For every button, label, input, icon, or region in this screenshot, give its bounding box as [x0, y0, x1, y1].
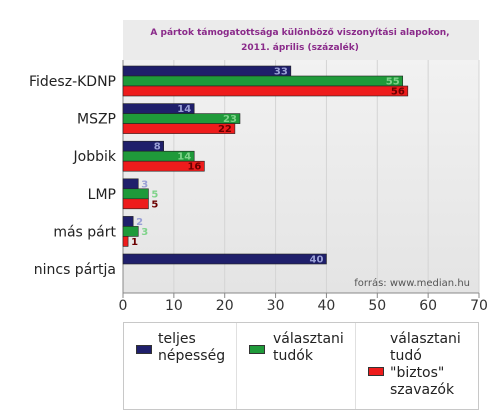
- x-tick-labels: 0 10 20 30 40 50 60 70: [119, 298, 488, 314]
- bar-value-label: 40: [310, 255, 324, 266]
- bar-value-label: 1: [131, 237, 138, 248]
- legend-swatch: [368, 367, 384, 376]
- bar-value-label: 3: [141, 227, 148, 238]
- bar-value-label: 3: [141, 179, 148, 190]
- bar-value-label: 16: [187, 162, 201, 173]
- bar: [122, 85, 409, 97]
- bar: [122, 75, 404, 87]
- legend-label: teljes népesség: [158, 331, 226, 364]
- category-label: Jobbik: [73, 149, 117, 165]
- category-labels: Fidesz-KDNP MSZP Jobbik LMP más párt nincs pá…: [29, 74, 117, 278]
- bar-value-label: 55: [386, 77, 400, 88]
- chart-title-line-2: 2011. április (százalék): [241, 42, 359, 53]
- bar-value-label: 5: [151, 199, 158, 210]
- bar: [122, 178, 139, 190]
- x-tick-label: 30: [267, 298, 285, 314]
- bar-value-label: 33: [274, 67, 288, 78]
- x-tick-label: 0: [119, 298, 128, 314]
- x-tick-label: 40: [318, 298, 336, 314]
- bar-value-label: 5: [151, 189, 158, 200]
- chart-title-line-1: A pártok támogatottsága különböző viszon…: [150, 28, 449, 38]
- title-box: [123, 20, 479, 60]
- bar: [122, 188, 149, 200]
- bar: [122, 236, 129, 247]
- bar: [122, 226, 139, 237]
- x-tick-label: 60: [419, 298, 437, 314]
- category-label: LMP: [88, 187, 116, 203]
- bar-value-label: 56: [391, 87, 405, 98]
- legend-label: választani tudó "biztos" szavazók: [390, 331, 461, 398]
- legend-label: választani tudók: [273, 331, 344, 364]
- legend-item-biztos: választani tudó "biztos" szavazók: [356, 323, 478, 409]
- bar-value-label: 2: [136, 217, 143, 228]
- legend-swatch: [249, 345, 265, 354]
- source-label: forrás: www.median.hu: [354, 277, 470, 289]
- legend-swatch: [136, 345, 152, 354]
- bar-value-label: 8: [154, 142, 161, 153]
- category-label: nincs pártja: [34, 262, 116, 278]
- bar-value-label: 14: [177, 152, 191, 163]
- bar-value-label: 22: [218, 124, 232, 135]
- legend: teljes népesség választani tudók választ…: [123, 322, 479, 410]
- bar: [122, 253, 327, 265]
- x-tick-label: 50: [368, 298, 386, 314]
- x-tick-label: 20: [216, 298, 234, 314]
- legend-item-teljes: teljes népesség: [124, 323, 237, 409]
- category-label: Fidesz-KDNP: [29, 74, 116, 90]
- x-tick-label: 10: [165, 298, 183, 314]
- bar: [122, 123, 236, 134]
- x-tick-label: 70: [470, 298, 488, 314]
- bar: [122, 65, 292, 77]
- category-label: más párt: [53, 224, 116, 240]
- category-label: MSZP: [77, 112, 116, 128]
- legend-item-valasztani: választani tudók: [237, 323, 356, 409]
- bar: [122, 160, 205, 172]
- bar-value-label: 14: [177, 104, 191, 115]
- bar-value-label: 23: [223, 114, 237, 125]
- bar: [122, 198, 149, 210]
- bar: [122, 216, 134, 227]
